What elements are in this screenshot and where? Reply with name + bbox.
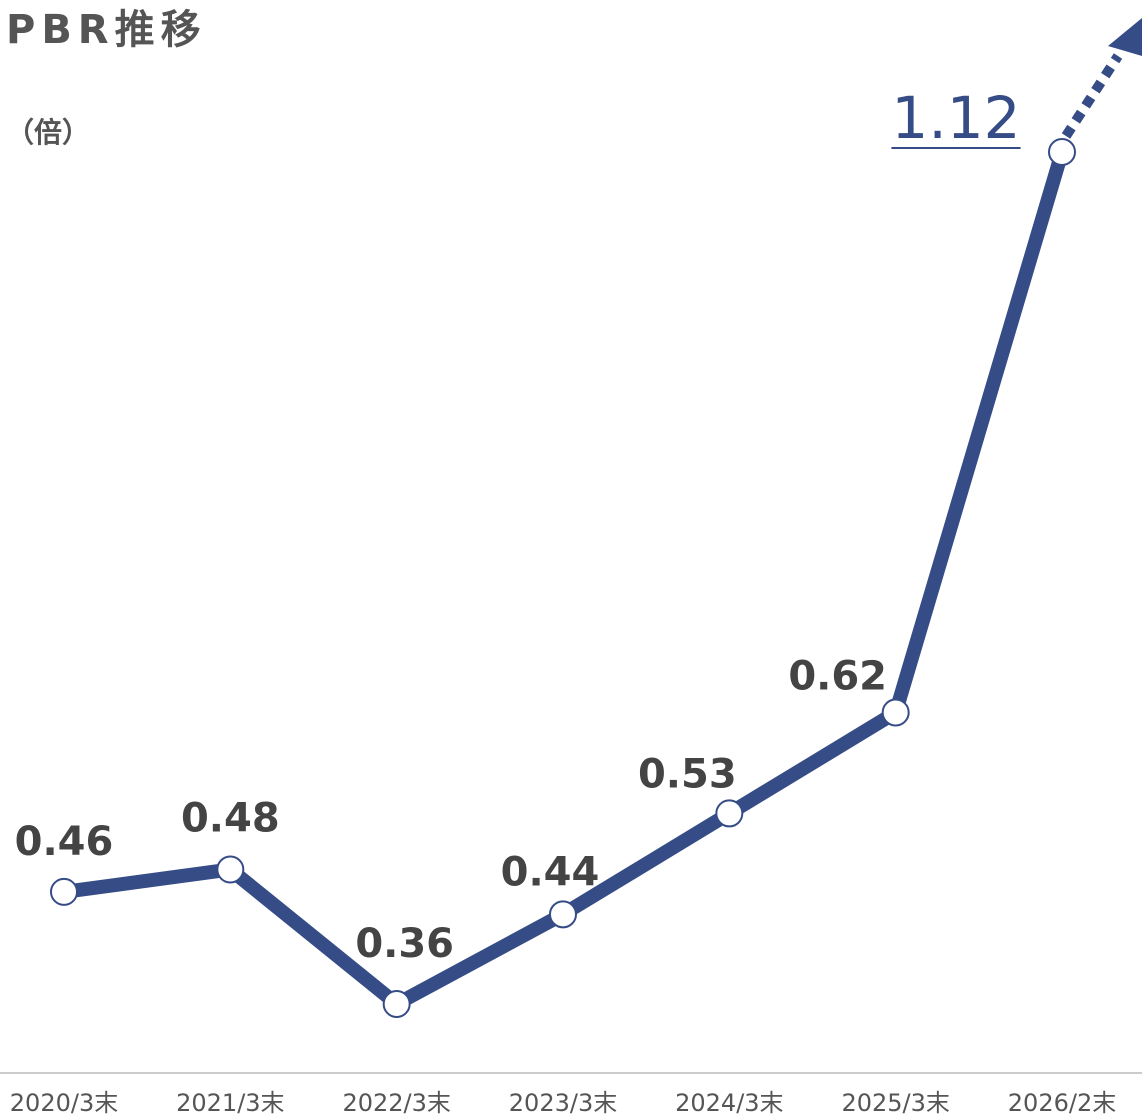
marker xyxy=(216,855,245,884)
marker xyxy=(1048,138,1076,166)
x-tick-label: 2025/3末 xyxy=(841,1089,949,1117)
x-tick-label: 2023/3末 xyxy=(509,1089,617,1117)
marker xyxy=(50,877,78,906)
x-tick-label: 2022/3末 xyxy=(342,1089,450,1117)
data-label: 1.12 xyxy=(891,84,1020,152)
marker xyxy=(881,698,910,727)
marker xyxy=(382,990,411,1018)
arrow-head xyxy=(1108,18,1142,56)
data-label: 0.46 xyxy=(15,819,114,865)
chart-title: PBR推移 xyxy=(6,7,207,53)
trend-arrow xyxy=(1061,53,1123,139)
data-label: 0.53 xyxy=(638,751,737,797)
marker xyxy=(715,799,744,828)
x-tick-label: 2024/3末 xyxy=(675,1089,783,1117)
x-tick-label: 2020/3末 xyxy=(10,1089,118,1117)
marker xyxy=(549,900,577,929)
data-label: 0.36 xyxy=(355,921,454,967)
x-tick-label: 2026/2末 xyxy=(1008,1089,1116,1117)
data-label: 0.48 xyxy=(181,795,280,841)
data-label: 0.62 xyxy=(788,654,887,700)
y-unit-label: （倍） xyxy=(6,116,90,149)
data-label: 0.44 xyxy=(501,849,600,895)
x-tick-label: 2021/3末 xyxy=(176,1089,284,1117)
